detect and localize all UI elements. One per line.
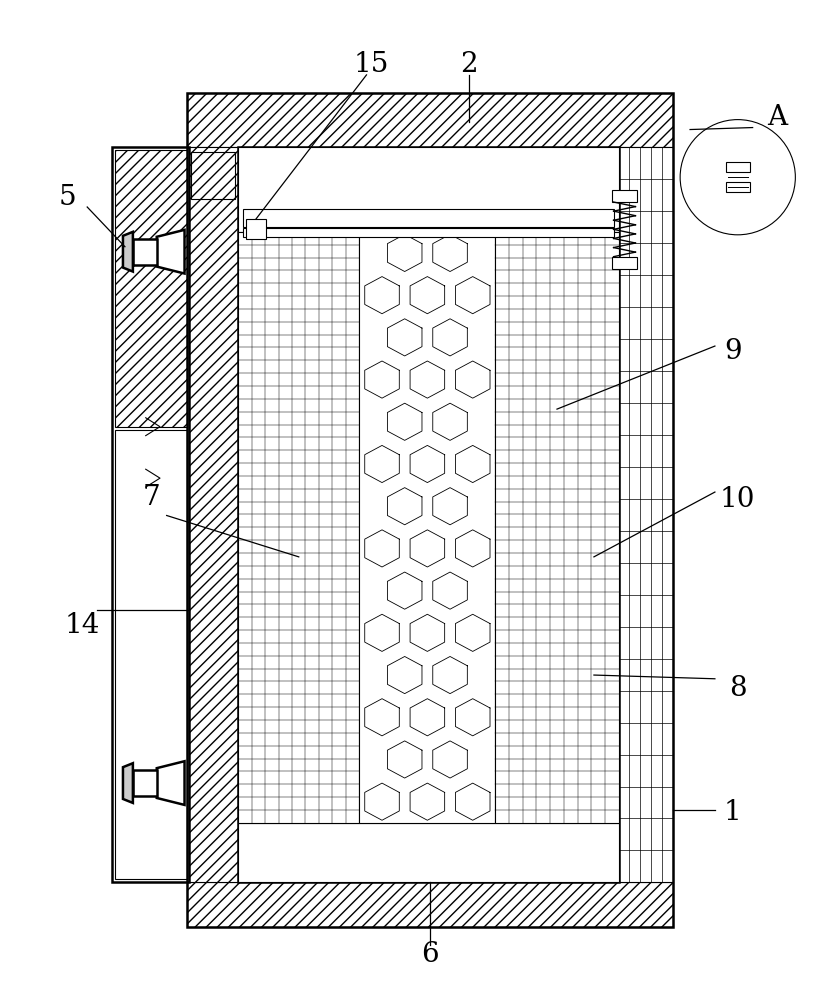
Bar [112,147,190,882]
Bar [239,823,618,882]
Text: 6: 6 [421,941,439,968]
Bar [239,147,618,882]
Text: 2: 2 [460,51,478,78]
Text: 15: 15 [354,51,389,78]
Bar [186,93,673,927]
Text: 8: 8 [729,675,747,702]
Text: 10: 10 [720,487,756,514]
Text: 14: 14 [65,612,100,639]
Polygon shape [123,232,133,272]
Bar [115,430,186,879]
Circle shape [680,120,796,235]
Bar [359,232,495,823]
Bar [133,770,157,796]
Bar [618,147,673,882]
Bar [243,228,614,237]
Text: 9: 9 [724,338,742,365]
Text: 7: 7 [143,484,161,511]
Bar [186,882,673,927]
Bar [115,150,186,427]
Bar [239,232,359,823]
Polygon shape [157,230,185,274]
Text: 5: 5 [59,184,76,211]
Polygon shape [123,763,133,803]
Bar [243,209,614,227]
Bar [612,257,637,269]
Bar [239,147,618,232]
Bar [133,239,157,265]
Text: A: A [767,104,788,131]
Bar [191,152,235,199]
Bar [186,147,239,882]
Bar [725,162,750,172]
Bar [246,219,266,239]
Polygon shape [157,761,185,805]
Text: 1: 1 [724,799,742,826]
Bar [186,93,673,147]
Bar [725,182,750,192]
Bar [612,190,637,202]
Bar [495,232,618,823]
